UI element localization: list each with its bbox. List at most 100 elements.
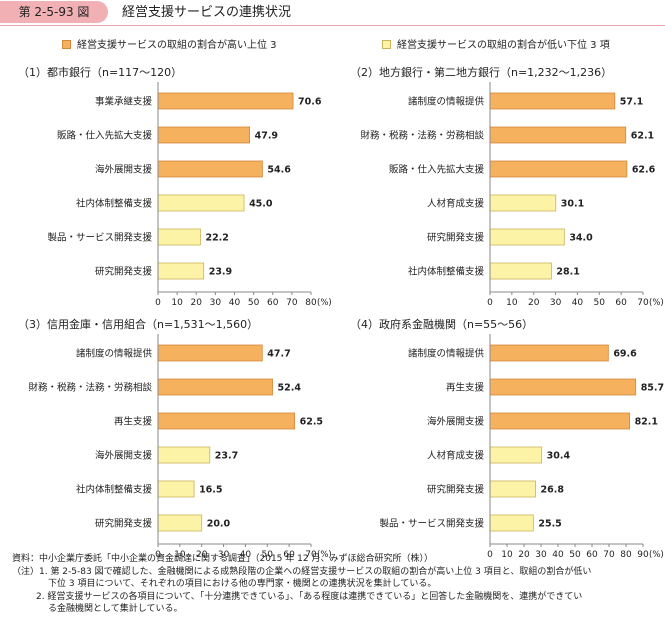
x-tick-label: 0: [155, 298, 161, 308]
bar: [489, 262, 552, 280]
bar: [157, 378, 273, 396]
category-label: 社内体制整備支援: [76, 484, 153, 496]
x-tick-label: 30: [210, 298, 222, 308]
value-label: 47.7: [267, 349, 290, 360]
x-tick-label: 20: [191, 298, 203, 308]
category-label: 研究開発支援: [427, 232, 485, 244]
x-tick-label: 20: [518, 550, 530, 560]
value-label: 16.5: [199, 485, 222, 496]
value-label: 23.9: [209, 267, 232, 278]
bar: [157, 480, 195, 498]
bar: [489, 228, 565, 246]
bar: [489, 126, 627, 144]
x-tick-label: 10: [174, 550, 186, 560]
legend-label-high: 経営支援サービスの取組の割合が高い上位 3: [77, 40, 277, 51]
value-label: 26.8: [541, 485, 565, 496]
bar-chart-2: 諸制度の情報提供 57.1 財務・税務・法務・労務相談 62.1 販路・仕入先拡大支援 6…: [360, 82, 664, 308]
x-axis-unit: (%): [317, 298, 332, 308]
category-label: 海外展開支援: [95, 450, 153, 462]
chart-panel-3: （3）信用金庫・信用組合（n=1,531～1,560） 諸制度の情報提供 47.7…: [0, 318, 332, 568]
x-tick-label: 40: [240, 550, 252, 560]
value-label: 62.1: [631, 131, 654, 142]
x-tick-label: 50: [248, 298, 260, 308]
category-label: 製品・サービス開発支援: [47, 232, 152, 244]
value-label: 22.2: [205, 233, 228, 244]
note-1: （注）1. 第 2-5-83 図で確認した、金融機関による成熟段階の企業への経営…: [12, 566, 592, 577]
category-label: 製品・サービス開発支援: [379, 518, 484, 530]
x-tick-label: 60: [586, 550, 598, 560]
legend-item-low: 経営支援サービスの取組の割合が低い下位 3 項: [382, 40, 610, 52]
x-axis-unit: (%): [649, 550, 664, 560]
x-tick-label: 70: [286, 298, 298, 308]
source-notes: 資料：中小企業庁委託「中小企業の資金調達に関する調査」（2015 年 12 月、…: [12, 553, 660, 616]
legend-swatch-high: [62, 40, 71, 49]
x-tick-label: 70: [305, 550, 317, 560]
legend-swatch-low: [382, 40, 391, 49]
value-label: 62.6: [632, 165, 656, 176]
bar: [489, 194, 557, 212]
bar: [157, 92, 294, 110]
category-label: 海外展開支援: [427, 416, 485, 428]
category-label: 研究開発支援: [95, 518, 153, 530]
x-tick-label: 70: [637, 298, 649, 308]
category-label: 販路・仕入先拡大支援: [57, 130, 153, 142]
x-tick-label: 0: [487, 298, 493, 308]
value-label: 52.4: [278, 383, 302, 394]
x-tick-label: 80: [305, 298, 317, 308]
value-label: 25.5: [538, 519, 561, 530]
note-2: 2. 経営支援サービスの各項目について、「十分連携できている」、「ある程度は連携…: [36, 591, 583, 602]
chart-panel-4: （4）政府系金融機関（n=55～56） 諸制度の情報提供 69.6 再生支援 85.7…: [332, 318, 664, 568]
value-label: 30.1: [561, 199, 584, 210]
category-label: 再生支援: [114, 416, 153, 428]
header-rule: [0, 25, 665, 26]
x-tick-label: 80: [620, 550, 632, 560]
figure-title: 経営支援サービスの連携状況: [122, 5, 292, 20]
bar-chart-3: 諸制度の情報提供 47.7 財務・税務・法務・労務相談 52.4 再生支援 62.5 海外展…: [28, 334, 332, 560]
bar-chart-4: 諸制度の情報提供 69.6 再生支援 85.7 海外展開支援 82.1 人材育成支援 30.4…: [379, 334, 664, 560]
category-label: 諸制度の情報提供: [408, 96, 485, 108]
x-tick-label: 30: [218, 550, 230, 560]
category-label: 海外展開支援: [95, 164, 153, 176]
bar: [489, 378, 637, 396]
x-tick-label: 30: [550, 298, 562, 308]
category-label: 販路・仕入先拡大支援: [389, 164, 485, 176]
x-tick-label: 10: [501, 550, 513, 560]
value-label: 23.7: [215, 451, 238, 462]
bar-chart-1: 事業承継支援 70.6 販路・仕入先拡大支援 47.9 海外展開支援 54.6 社内体制整備…: [47, 82, 332, 308]
x-tick-label: 50: [569, 550, 581, 560]
value-label: 70.6: [298, 97, 322, 108]
chart-panel-1: （1）都市銀行（n=117～120） 事業承継支援 70.6 販路・仕入先拡大支援 4…: [0, 66, 332, 316]
bar: [157, 344, 263, 362]
x-tick-label: 0: [487, 550, 493, 560]
category-label: 再生支援: [446, 382, 485, 394]
x-tick-label: 60: [267, 298, 279, 308]
category-label: 社内体制整備支援: [408, 266, 485, 278]
value-label: 57.1: [620, 97, 643, 108]
value-label: 82.1: [635, 417, 658, 428]
value-label: 34.0: [569, 233, 593, 244]
x-tick-label: 30: [535, 550, 547, 560]
x-tick-label: 20: [528, 298, 540, 308]
value-label: 47.9: [255, 131, 278, 142]
figure-header: 第 2-5-93 図 経営支援サービスの連携状況: [0, 0, 665, 26]
category-label: 諸制度の情報提供: [408, 348, 485, 360]
note-1-cont: 下位 3 項目について、それぞれの項目における他の専門家・機関との連携状況を集計…: [48, 579, 437, 589]
value-label: 54.6: [267, 165, 291, 176]
bar: [157, 446, 211, 464]
bar: [489, 92, 616, 110]
value-label: 45.0: [249, 199, 273, 210]
bar: [489, 514, 534, 532]
category-label: 事業承継支援: [95, 96, 153, 108]
panel-title: （3）信用金庫・信用組合（n=1,531～1,560）: [18, 318, 259, 331]
chart-panel-2: （2）地方銀行・第二地方銀行（n=1,232～1,236） 諸制度の情報提供 57…: [332, 66, 664, 316]
panel-title: （2）地方銀行・第二地方銀行（n=1,232～1,236）: [350, 66, 613, 79]
bar: [489, 446, 543, 464]
x-tick-label: 10: [506, 298, 518, 308]
x-axis-unit: (%): [649, 298, 664, 308]
category-label: 財務・税務・法務・労務相談: [28, 382, 152, 394]
bar: [489, 160, 628, 178]
category-label: 社内体制整備支援: [76, 198, 153, 210]
x-tick-label: 10: [171, 298, 183, 308]
x-tick-label: 40: [229, 298, 241, 308]
category-label: 研究開発支援: [95, 266, 153, 278]
